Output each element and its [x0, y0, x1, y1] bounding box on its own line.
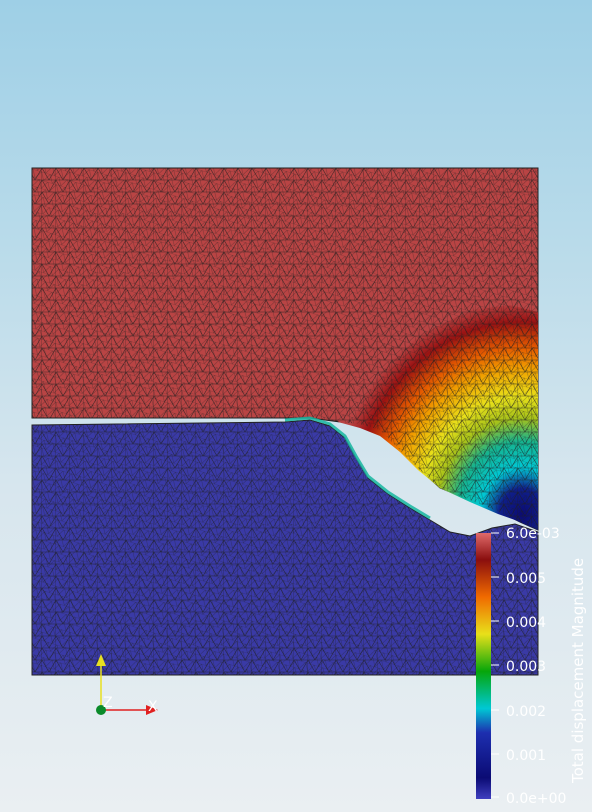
- x-axis-arrow-icon: [146, 705, 158, 715]
- crack-path: [284, 416, 431, 520]
- colorbar-tick-label: 6.0e-03: [506, 526, 560, 542]
- colorbar-tick-label: 0.003: [506, 659, 546, 675]
- colorbar[interactable]: 0.0e+00 0.001 0.002 0.003 0.004 0.005 6.…: [476, 526, 587, 807]
- colorbar-tick-label: 0.005: [506, 571, 546, 587]
- x-axis-label: X: [148, 699, 158, 715]
- lower-block: [31, 419, 539, 676]
- y-axis-arrow-icon: [96, 654, 106, 666]
- colorbar-tick-label: 0.002: [506, 704, 546, 720]
- axes-orientation-widget: Z X: [96, 654, 158, 715]
- colorbar-tick-label: 0.004: [506, 615, 546, 631]
- colorbar-title: Total displacement Magnitude: [569, 558, 587, 784]
- z-axis-label: Z: [103, 695, 113, 711]
- colorbar-tick-label: 0.001: [506, 748, 546, 764]
- z-axis-dot-icon: [96, 705, 106, 715]
- colorbar-ticks: [491, 532, 499, 798]
- colorbar-gradient: [476, 533, 491, 799]
- colorbar-tick-label: 0.0e+00: [506, 791, 566, 807]
- upper-block: [31, 167, 539, 531]
